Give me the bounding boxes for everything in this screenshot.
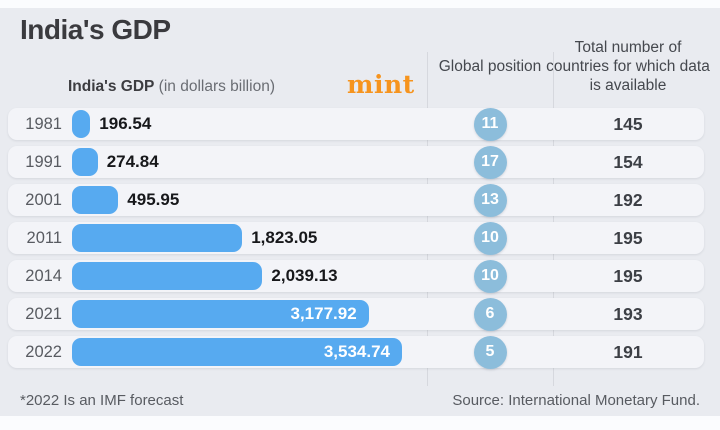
countries-value: 193	[613, 304, 643, 324]
global-position-badge: 13	[473, 183, 507, 217]
row-stripe	[8, 146, 704, 178]
countries-value: 195	[613, 266, 643, 286]
gdp-column-header-note: (in dollars billion)	[154, 78, 275, 95]
bar-zone: 274.84	[72, 148, 412, 176]
row-stripe	[8, 108, 704, 140]
gdp-bar	[72, 110, 91, 138]
gdp-value-label: 495.95	[127, 190, 180, 209]
table-row: 2001 495.95 13 192	[0, 183, 720, 217]
countries-column-header: Total number of countries for which data…	[546, 39, 710, 94]
position-cell: 10	[427, 259, 553, 293]
global-position-badge: 11	[473, 107, 507, 141]
countries-value: 154	[613, 152, 643, 172]
gdp-column-header-bold: India's GDP	[68, 78, 155, 95]
bar-zone: 495.95	[72, 186, 412, 214]
year-label: 2021	[25, 305, 62, 323]
gdp-bar: 3,534.74	[72, 338, 402, 366]
gdp-bar: 3,177.92	[72, 300, 369, 328]
year-label: 2022	[25, 343, 62, 361]
bar-zone: 3,177.92	[72, 300, 412, 328]
global-position-badge: 17	[473, 145, 507, 179]
countries-value: 191	[613, 342, 643, 362]
position-cell: 6	[427, 297, 553, 331]
footnote: *2022 Is an IMF forecast	[20, 392, 184, 409]
countries-value: 195	[613, 228, 643, 248]
position-cell: 11	[427, 107, 553, 141]
table-row: 2021 3,177.92 6 193	[0, 297, 720, 331]
gdp-column-header: India's GDP (in dollars billion)	[68, 78, 275, 96]
source-credit: Source: International Monetary Fund.	[452, 392, 700, 409]
global-position-badge: 10	[473, 259, 507, 293]
column-divider-left	[427, 52, 428, 386]
position-cell: 5	[427, 335, 553, 369]
column-divider-right	[553, 52, 554, 386]
year-label: 2011	[26, 229, 62, 247]
table-row: 2022 3,534.74 5 191	[0, 335, 720, 369]
position-cell: 17	[427, 145, 553, 179]
row-stripe	[8, 184, 704, 216]
countries-value: 145	[613, 114, 643, 134]
year-label: 1981	[25, 115, 62, 133]
global-position-badge: 5	[473, 335, 507, 369]
global-position-badge: 6	[473, 297, 507, 331]
table-row: 2014 2,039.13 10 195	[0, 259, 720, 293]
table-row: 2011 1,823.05 10 195	[0, 221, 720, 255]
global-position-badge: 10	[473, 221, 507, 255]
gdp-value-label: 196.54	[99, 114, 152, 133]
gdp-bar	[72, 262, 263, 290]
gdp-value-label: 2,039.13	[271, 266, 338, 285]
table-row: 1991 274.84 17 154	[0, 145, 720, 179]
year-label: 1991	[25, 153, 62, 171]
countries-value: 192	[613, 190, 643, 210]
gdp-bar	[72, 148, 98, 176]
gdp-bar	[72, 224, 243, 252]
table-row: 1981 196.54 11 145	[0, 107, 720, 141]
position-cell: 10	[427, 221, 553, 255]
bar-zone: 3,534.74	[72, 338, 412, 366]
gdp-bar	[72, 186, 119, 214]
year-label: 2001	[25, 191, 62, 209]
bar-zone: 2,039.13	[72, 262, 412, 290]
global-position-column-header: Global position	[438, 58, 542, 75]
gdp-value-label: 274.84	[106, 152, 159, 171]
gdp-value-label: 3,534.74	[323, 342, 390, 361]
gdp-value-label: 1,823.05	[251, 228, 318, 247]
bar-zone: 1,823.05	[72, 224, 412, 252]
year-label: 2014	[25, 267, 62, 285]
gdp-value-label: 3,177.92	[290, 304, 357, 323]
position-cell: 13	[427, 183, 553, 217]
page-title: India's GDP	[20, 14, 171, 45]
mint-logo: mint	[347, 70, 415, 99]
bar-zone: 196.54	[72, 110, 412, 138]
